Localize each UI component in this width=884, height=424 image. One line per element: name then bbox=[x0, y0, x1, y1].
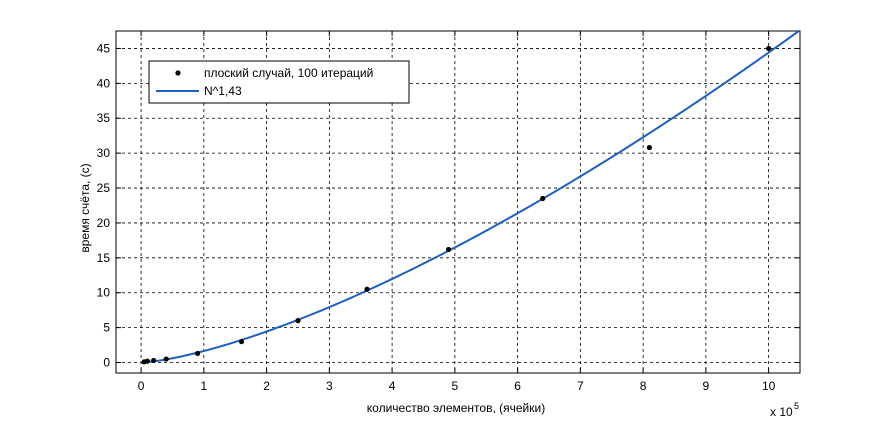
legend-box bbox=[148, 60, 410, 104]
x-tick-label-4: 4 bbox=[389, 379, 396, 393]
x-axis-label: количество элементов, (ячейки) bbox=[367, 401, 545, 415]
y-tick-label-35: 35 bbox=[97, 111, 111, 125]
x-axis-multiplier-exponent: 5 bbox=[794, 401, 799, 411]
data-point bbox=[646, 144, 652, 151]
legend-label-line: N^1,43 bbox=[204, 84, 242, 98]
y-tick-label-10: 10 bbox=[97, 286, 111, 300]
y-tick-label-20: 20 bbox=[97, 216, 111, 230]
data-point bbox=[295, 318, 301, 324]
data-point bbox=[151, 357, 157, 364]
y-tick-label-45: 45 bbox=[97, 41, 111, 55]
x-tick-label-5: 5 bbox=[452, 379, 459, 393]
x-tick-label-0: 0 bbox=[138, 379, 145, 393]
x-tick-label-9: 9 bbox=[703, 379, 710, 393]
series-layer bbox=[141, 30, 800, 365]
x-tick-label-10: 10 bbox=[762, 379, 776, 393]
y-axis-label: время счёта, (с) bbox=[78, 163, 92, 252]
data-point bbox=[238, 338, 245, 345]
y-tick-label-5: 5 bbox=[103, 321, 110, 335]
x-tick-label-6: 6 bbox=[514, 379, 521, 393]
y-tick-label-30: 30 bbox=[97, 146, 111, 160]
data-point bbox=[445, 246, 452, 253]
y-tick-label-40: 40 bbox=[97, 76, 111, 90]
data-point bbox=[540, 195, 546, 202]
legend: плоский случай, 100 итераций N^1,43 bbox=[148, 60, 410, 104]
data-point bbox=[194, 350, 201, 357]
x-axis-multiplier: x 10 bbox=[770, 405, 793, 419]
data-point bbox=[364, 286, 370, 292]
fit-curve-line bbox=[141, 30, 800, 364]
x-tick-label-7: 7 bbox=[577, 379, 584, 393]
x-tick-label-2: 2 bbox=[263, 379, 270, 393]
data-point bbox=[144, 358, 150, 364]
x-tick-label-1: 1 bbox=[201, 379, 208, 393]
data-point bbox=[766, 45, 772, 52]
y-tick-label-15: 15 bbox=[97, 251, 111, 265]
x-axis-multiplier-base: x 10 bbox=[770, 405, 793, 419]
x-tick-label-8: 8 bbox=[640, 379, 647, 393]
legend-label-points: плоский случай, 100 итераций bbox=[204, 66, 373, 80]
x-tick-label-3: 3 bbox=[326, 379, 333, 393]
plot-frame bbox=[115, 30, 801, 374]
data-point bbox=[163, 356, 169, 362]
y-tick-label-25: 25 bbox=[97, 181, 111, 195]
legend-marker-points bbox=[175, 70, 181, 76]
y-tick-label-0: 0 bbox=[103, 356, 110, 370]
